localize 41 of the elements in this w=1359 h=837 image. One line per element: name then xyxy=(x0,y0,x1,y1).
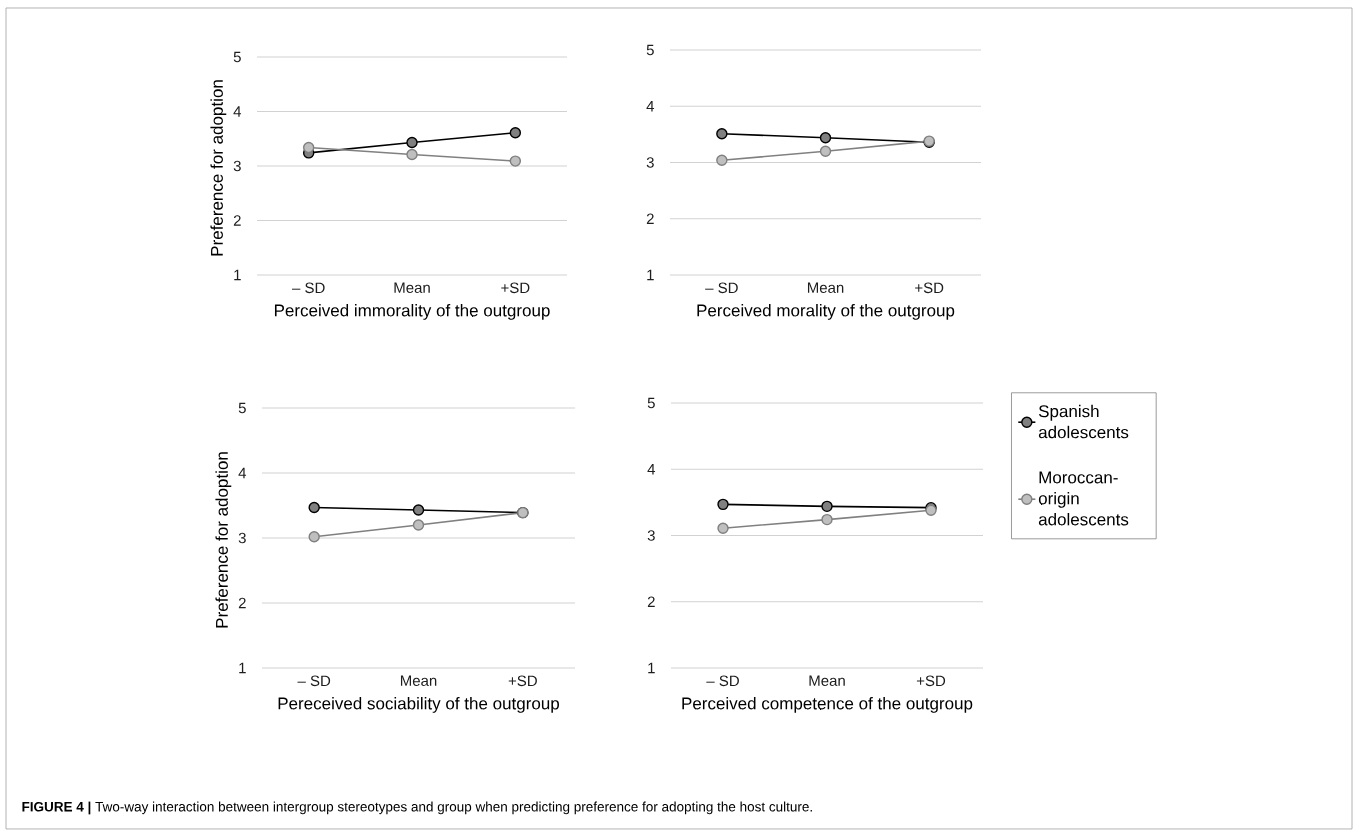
x-tick-label: Mean xyxy=(400,675,437,686)
x-tick-label: – SD xyxy=(705,282,738,294)
x-tick-label: +SD xyxy=(508,675,537,687)
y-tick-label: 1 xyxy=(647,269,654,281)
y-tick-label: 4 xyxy=(238,467,247,479)
x-axis-title: Perceived competence of the outgroup xyxy=(682,697,973,713)
y-tick-label: 4 xyxy=(646,101,655,112)
x-tick-label: +SD xyxy=(915,282,944,294)
y-tick-label: 3 xyxy=(238,532,246,544)
x-tick-label: +SD xyxy=(501,282,530,294)
y-tick-label: 2 xyxy=(646,213,654,224)
x-tick-label: – SD xyxy=(292,282,325,294)
y-tick-label: 4 xyxy=(233,106,242,117)
legend-label: Spanish adolescents xyxy=(1038,404,1129,439)
y-tick-label: 3 xyxy=(646,157,654,168)
y-tick-label: 4 xyxy=(647,464,656,475)
x-tick-label: Mean xyxy=(809,675,845,686)
y-tick-label: 2 xyxy=(647,596,655,607)
y-axis-title: Preference for adoption xyxy=(215,452,232,628)
y-axis-title: Preference for adoption xyxy=(210,80,227,256)
y-tick-label: 2 xyxy=(238,597,246,609)
y-tick-label: 5 xyxy=(238,402,246,414)
x-axis-title: Pereceived sociability of the outgroup xyxy=(278,697,560,713)
y-tick-label: 1 xyxy=(648,662,655,674)
x-axis-title: Perceived immorality of the outgroup xyxy=(274,304,550,320)
y-tick-label: 5 xyxy=(647,397,655,409)
x-tick-label: Mean xyxy=(807,282,844,293)
y-tick-label: 2 xyxy=(233,215,241,226)
y-tick-label: 1 xyxy=(239,662,246,674)
y-tick-label: 5 xyxy=(646,44,654,56)
y-tick-label: 3 xyxy=(647,530,655,541)
text: FIGURE 4 | Two-way interaction between intergroup stereotypes and group when predicting preference for adopting the host culture. xyxy=(22,801,812,815)
y-tick-label: 3 xyxy=(233,160,241,172)
legend-label: Moroccan-origin adolescents xyxy=(1038,471,1129,526)
x-tick-label: +SD xyxy=(916,675,946,687)
y-tick-label: 1 xyxy=(234,269,241,281)
x-tick-label: – SD xyxy=(297,675,331,687)
y-tick-label: 5 xyxy=(233,51,241,63)
x-tick-label: – SD xyxy=(706,675,739,687)
x-axis-title: Perceived morality of the outgroup xyxy=(697,304,955,320)
x-tick-label: Mean xyxy=(394,282,430,293)
